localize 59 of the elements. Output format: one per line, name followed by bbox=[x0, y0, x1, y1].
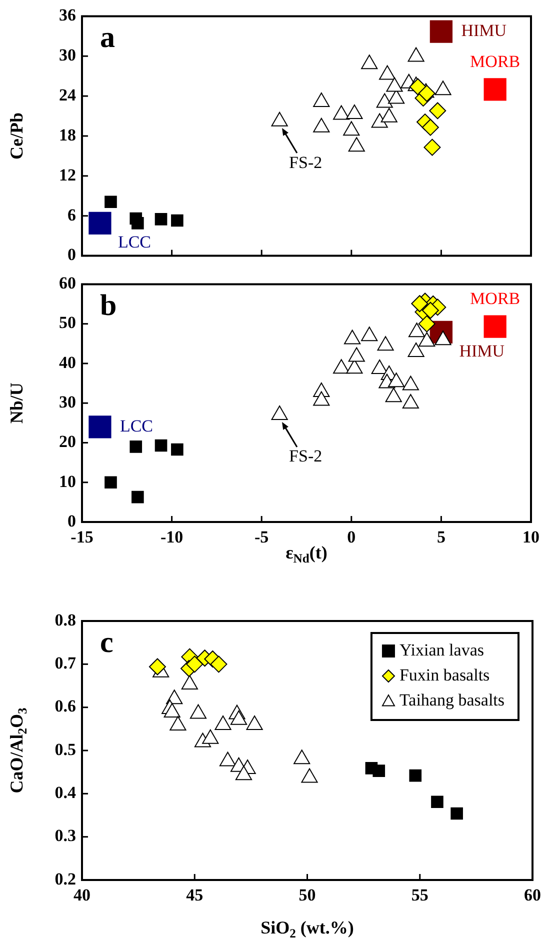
y-tick-label: 0.6 bbox=[54, 696, 76, 716]
x-tick-label: 55 bbox=[411, 886, 428, 905]
x-tick-label: -15 bbox=[70, 528, 94, 547]
point bbox=[171, 214, 184, 227]
y-tick-label: 12 bbox=[59, 165, 76, 184]
series-label: HIMU bbox=[461, 20, 507, 40]
y-tick-label: 50 bbox=[59, 313, 76, 332]
y-tick-label: 36 bbox=[59, 6, 76, 25]
series-label: LCC bbox=[118, 232, 152, 252]
y-tick-label: 0.7 bbox=[54, 654, 76, 673]
chart-title: b bbox=[100, 288, 117, 322]
point bbox=[230, 710, 248, 725]
y-axis-title: CaO/Al2O3 bbox=[6, 708, 30, 794]
point bbox=[424, 138, 441, 156]
point bbox=[132, 217, 144, 230]
x-tick-label: 50 bbox=[298, 886, 316, 905]
series-label: MORB bbox=[470, 52, 520, 71]
point bbox=[88, 212, 112, 234]
y-tick-label: 0.5 bbox=[54, 740, 76, 759]
y-tick-label: 0.8 bbox=[54, 610, 76, 630]
point bbox=[148, 658, 166, 676]
x-tick-label: 45 bbox=[186, 886, 204, 905]
y-tick-label: 10 bbox=[59, 472, 76, 491]
series-label: MORB bbox=[470, 289, 520, 308]
y-tick-label: 6 bbox=[68, 205, 76, 224]
legend-label: Taihang basalts bbox=[399, 690, 504, 710]
series-label: HIMU bbox=[459, 342, 505, 361]
point bbox=[186, 656, 204, 673]
y-tick-label: 0.4 bbox=[54, 783, 76, 802]
y-tick-label: 60 bbox=[59, 274, 76, 293]
annotation: FS-2 bbox=[289, 446, 322, 466]
point bbox=[164, 703, 180, 718]
y-tick-label: 18 bbox=[59, 125, 76, 144]
x-tick-label: 0 bbox=[347, 528, 356, 547]
y-axis-title: Ce/Pb bbox=[6, 112, 27, 160]
y-tick-label: 0 bbox=[68, 511, 76, 530]
annotation: FS-2 bbox=[289, 152, 322, 172]
y-tick-label: 0 bbox=[68, 245, 76, 264]
x-tick-label: 60 bbox=[524, 886, 541, 905]
x-tick-label: 10 bbox=[522, 528, 540, 547]
y-axis-title: Nb/U bbox=[6, 382, 27, 424]
y-tick-label: 0.3 bbox=[54, 826, 76, 846]
x-tick-label: -5 bbox=[254, 528, 269, 547]
x-tick-label: 5 bbox=[436, 528, 446, 547]
legend-label: Yixian lavas bbox=[399, 640, 484, 660]
point bbox=[104, 196, 117, 208]
point bbox=[154, 213, 168, 226]
x-tick-label: -10 bbox=[160, 528, 184, 547]
y-tick-label: 30 bbox=[59, 46, 76, 65]
y-tick-label: 24 bbox=[59, 85, 76, 104]
chart-title: c bbox=[100, 626, 114, 659]
y-tick-label: 40 bbox=[59, 352, 76, 372]
y-tick-label: 30 bbox=[59, 392, 76, 412]
y-tick-label: 0.2 bbox=[54, 869, 76, 888]
point bbox=[210, 656, 228, 673]
chart-title: a bbox=[100, 20, 115, 54]
series-label: LCC bbox=[120, 416, 154, 436]
legend-label: Fuxin basalts bbox=[399, 665, 490, 684]
y-tick-label: 20 bbox=[59, 432, 76, 452]
